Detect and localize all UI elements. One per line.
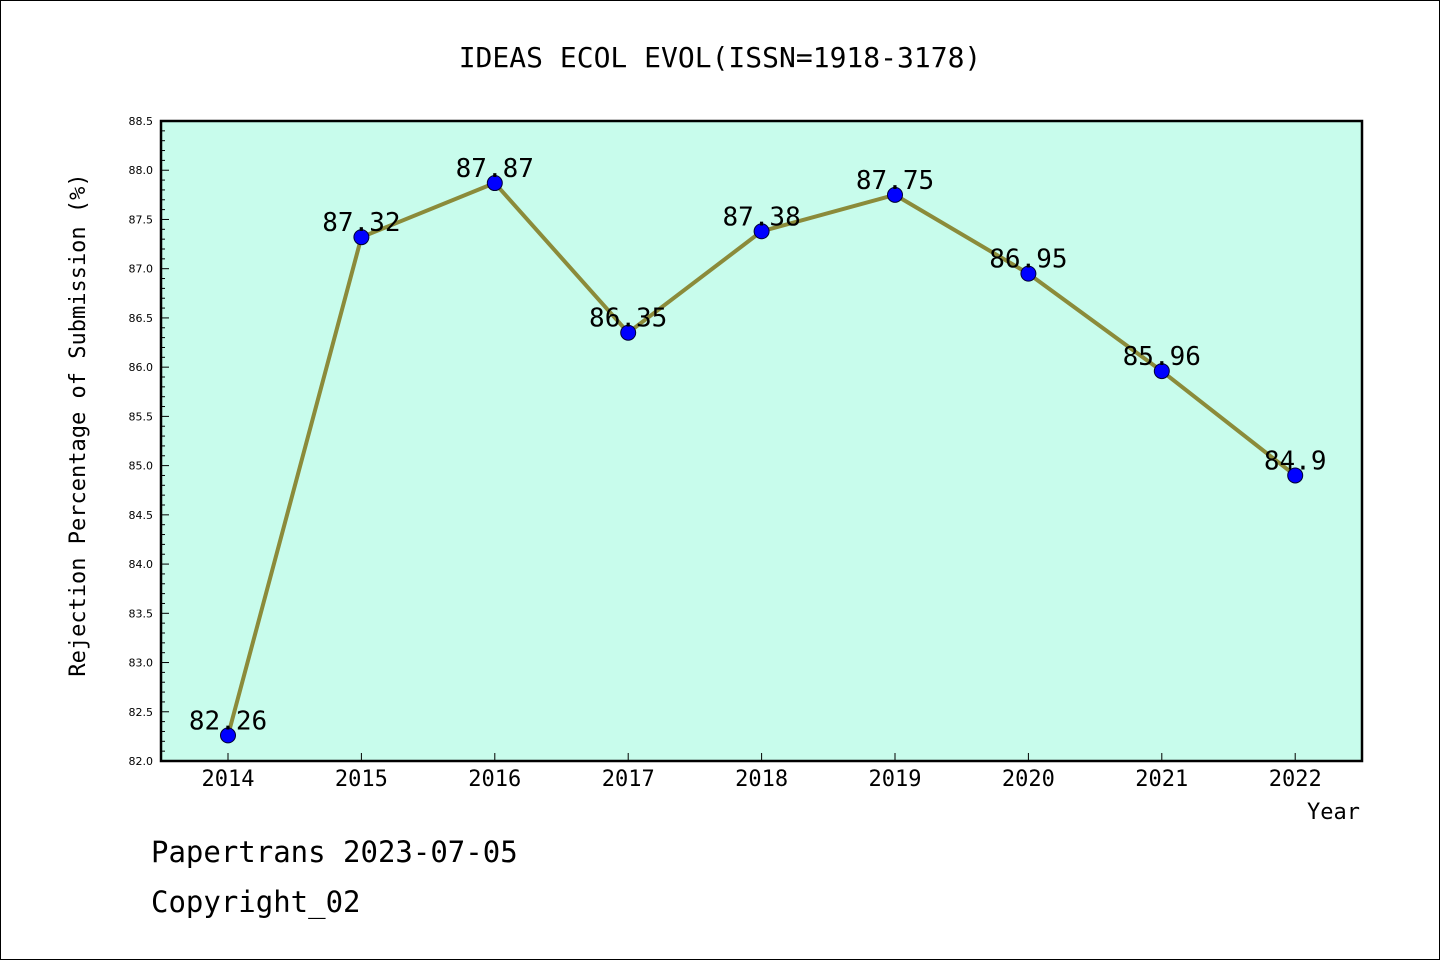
plot-border bbox=[159, 119, 1364, 763]
y-tick-label: 88.5 bbox=[129, 115, 154, 128]
y-tick-label: 84.0 bbox=[129, 558, 154, 571]
y-tick-label: 86.5 bbox=[129, 312, 154, 325]
chart-title: IDEAS ECOL EVOL(ISSN=1918-3178) bbox=[459, 41, 982, 74]
data-points bbox=[220, 175, 1304, 744]
y-axis: 82.0 82.5 83.0 83.5 84.0 84.5 85.0 85.5 86.0 86.5… bbox=[129, 115, 169, 768]
data-point bbox=[220, 727, 236, 744]
x-tick-label: 2017 bbox=[602, 767, 655, 792]
y-tick-label: 87.5 bbox=[129, 213, 154, 226]
data-label: 86.35 bbox=[589, 304, 667, 334]
x-axis: 2014 2015 2016 2017 2018 2019 2020 2021 2022 bbox=[202, 753, 1322, 792]
data-point bbox=[1153, 363, 1170, 380]
footer-copyright: Copyright_02 bbox=[151, 885, 361, 919]
data-point bbox=[1020, 265, 1037, 282]
x-axis-label: Year bbox=[1307, 800, 1360, 825]
y-tick-label: 83.5 bbox=[129, 607, 154, 620]
x-tick-label: 2018 bbox=[735, 767, 788, 792]
data-labels: 82.26 87.32 87.87 86.35 87.38 87.75 86.95 85.96… bbox=[189, 154, 1327, 736]
data-label: 84.9 bbox=[1264, 446, 1327, 476]
y-tick-label: 82.0 bbox=[129, 755, 154, 768]
data-point bbox=[753, 223, 770, 240]
y-tick-label: 82.5 bbox=[129, 706, 154, 719]
data-point bbox=[1287, 467, 1304, 484]
y-axis-label: Rejection Percentage of Submission (%) bbox=[66, 173, 91, 676]
y-tick-label: 88.0 bbox=[129, 164, 154, 177]
data-label: 85.96 bbox=[1123, 342, 1201, 372]
y-tick-label: 83.0 bbox=[129, 657, 154, 670]
data-label: 87.38 bbox=[722, 202, 800, 232]
data-point bbox=[887, 186, 903, 203]
data-label: 82.26 bbox=[189, 706, 267, 736]
x-tick-label: 2020 bbox=[1002, 767, 1055, 792]
footer-date: Papertrans 2023-07-05 bbox=[151, 835, 518, 869]
x-tick-label: 2015 bbox=[335, 767, 388, 792]
y-tick-label: 84.5 bbox=[129, 509, 154, 522]
y-tick-label: 87.0 bbox=[129, 263, 154, 276]
y-tick-label: 86.0 bbox=[129, 361, 154, 374]
x-tick-label: 2022 bbox=[1269, 767, 1322, 792]
x-tick-label: 2014 bbox=[202, 767, 255, 792]
data-point bbox=[620, 324, 637, 341]
data-label: 86.95 bbox=[989, 245, 1067, 275]
x-tick-label: 2019 bbox=[869, 767, 922, 792]
y-tick-label: 85.0 bbox=[129, 460, 154, 473]
x-tick-label: 2021 bbox=[1135, 767, 1188, 792]
data-label: 87.87 bbox=[456, 154, 534, 184]
y-tick-label: 85.5 bbox=[129, 410, 154, 423]
data-label: 87.75 bbox=[856, 166, 934, 196]
data-point bbox=[486, 175, 503, 192]
x-tick-label: 2016 bbox=[468, 767, 521, 792]
data-point bbox=[353, 229, 370, 246]
data-label: 87.32 bbox=[322, 208, 400, 238]
